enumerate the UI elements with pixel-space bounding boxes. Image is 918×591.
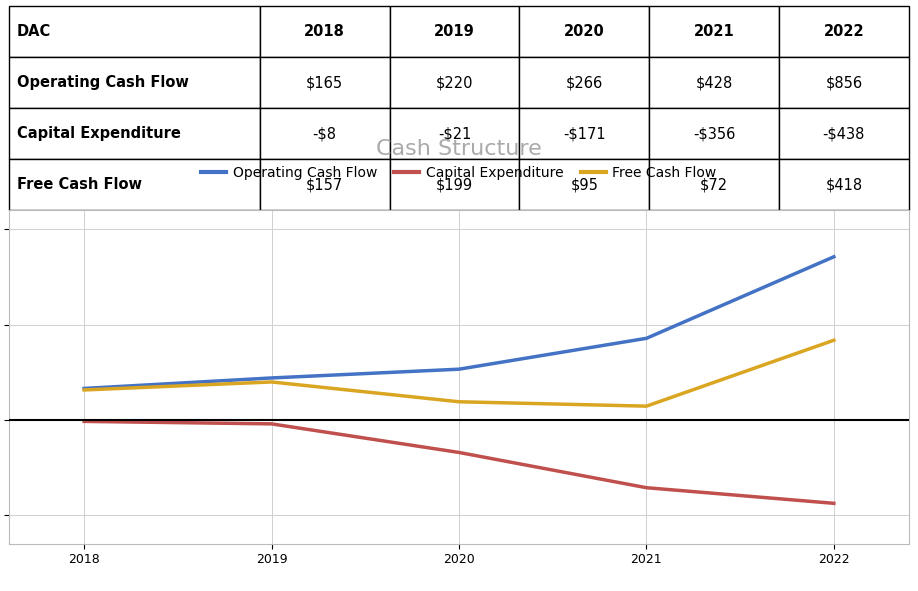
- Title: Cash Structure: Cash Structure: [376, 139, 542, 159]
- Legend: Operating Cash Flow, Capital Expenditure, Free Cash Flow: Operating Cash Flow, Capital Expenditure…: [196, 161, 722, 186]
